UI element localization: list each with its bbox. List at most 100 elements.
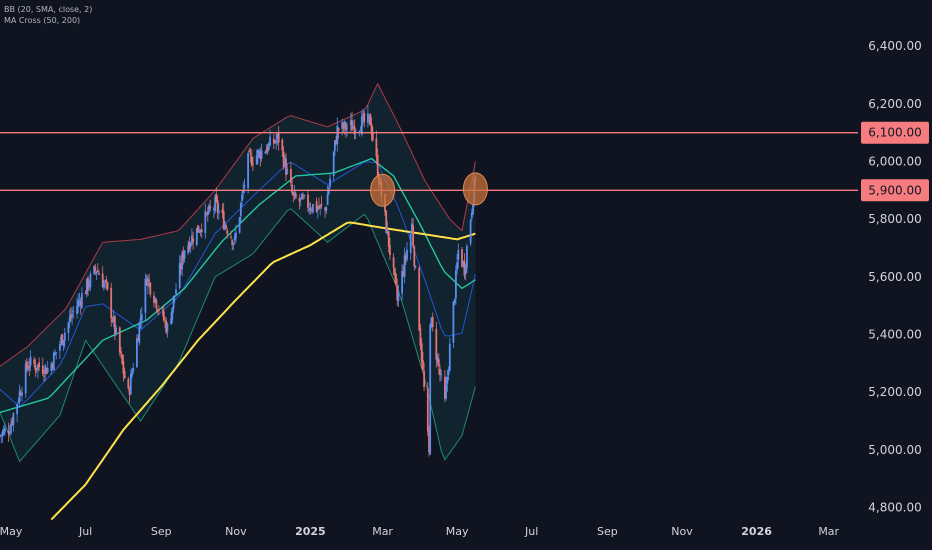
candle-body bbox=[87, 277, 89, 290]
candle-body bbox=[16, 404, 18, 415]
candle-body bbox=[470, 212, 473, 218]
x-tick-label: May bbox=[0, 525, 23, 538]
candle-body bbox=[29, 356, 32, 366]
candle-body bbox=[68, 317, 71, 323]
candle-body bbox=[332, 151, 335, 177]
x-tick-label: Mar bbox=[372, 525, 393, 538]
candle-body bbox=[409, 231, 412, 253]
candle-body bbox=[37, 364, 39, 371]
candle-body bbox=[123, 371, 126, 379]
candle-body bbox=[120, 351, 122, 354]
candle-body bbox=[463, 260, 466, 276]
y-tick-label: 5,000.00 bbox=[868, 443, 921, 457]
candle-body bbox=[200, 229, 203, 232]
candle-body bbox=[464, 266, 467, 274]
candle-body bbox=[411, 223, 413, 231]
candle-body bbox=[153, 295, 155, 303]
candle-body bbox=[258, 150, 260, 153]
candle-body bbox=[362, 114, 364, 118]
candle-body bbox=[283, 157, 286, 167]
candle-body bbox=[183, 250, 186, 259]
candle-body bbox=[337, 128, 340, 131]
candle-body bbox=[84, 293, 87, 295]
candle-body bbox=[445, 384, 447, 399]
candle-body bbox=[302, 196, 304, 198]
candle-body bbox=[294, 193, 297, 198]
candle-body bbox=[241, 194, 243, 201]
legend-bb[interactable]: BB (20, SMA, close, 2) bbox=[4, 5, 93, 14]
candle-body bbox=[248, 150, 251, 153]
candle-body bbox=[367, 113, 369, 123]
highlight-marker bbox=[370, 173, 396, 207]
candle-body bbox=[320, 203, 323, 207]
candle-body bbox=[266, 146, 269, 152]
candle-body bbox=[187, 244, 190, 254]
candle-body bbox=[118, 327, 121, 353]
ma200-line bbox=[50, 221, 476, 521]
candle-body bbox=[213, 208, 215, 211]
candle-body bbox=[60, 336, 62, 344]
candle-body bbox=[17, 401, 20, 403]
candle-body bbox=[324, 207, 326, 211]
candle-body bbox=[292, 192, 295, 196]
candle-body bbox=[290, 169, 292, 183]
candle-body bbox=[325, 207, 328, 211]
x-tick-label: 2026 bbox=[741, 525, 772, 538]
candle-body bbox=[343, 121, 346, 129]
horizontal-levels[interactable]: 6,100.00 5,900.00 bbox=[0, 121, 929, 202]
candle-body bbox=[423, 371, 425, 388]
bb-upper-line bbox=[0, 82, 476, 367]
candle-body bbox=[286, 169, 289, 174]
candle-body bbox=[285, 158, 287, 175]
candle-body bbox=[406, 249, 408, 260]
candle-body bbox=[145, 279, 148, 286]
candle-body bbox=[50, 363, 53, 371]
candle-body bbox=[27, 367, 29, 371]
candle-body bbox=[436, 357, 439, 363]
candle-body bbox=[351, 120, 353, 131]
level-label: 6,100.00 bbox=[868, 126, 921, 140]
candle-body bbox=[242, 189, 245, 194]
candle-body bbox=[165, 320, 168, 333]
candle-body bbox=[148, 279, 150, 282]
candle-body bbox=[268, 143, 270, 150]
candle-body bbox=[34, 364, 37, 371]
candle-body bbox=[136, 338, 138, 368]
candle-body bbox=[293, 192, 296, 196]
candle-body bbox=[81, 293, 83, 308]
candle-body bbox=[349, 120, 352, 126]
candle-body bbox=[275, 140, 278, 143]
y-tick-label: 6,200.00 bbox=[868, 97, 921, 111]
candle-body bbox=[85, 278, 88, 295]
candle-body bbox=[35, 367, 38, 370]
candle-body bbox=[222, 211, 225, 230]
candle-body bbox=[370, 123, 373, 135]
candle-body bbox=[472, 205, 474, 215]
legend-ma-cross[interactable]: MA Cross (50, 200) bbox=[4, 16, 81, 25]
x-tick-label: Mar bbox=[818, 525, 839, 538]
candle-body bbox=[346, 127, 348, 129]
candle-body bbox=[205, 213, 208, 215]
candle-body bbox=[435, 328, 438, 360]
candle-body bbox=[272, 138, 275, 144]
candle-body bbox=[0, 435, 3, 437]
candle-body bbox=[422, 360, 424, 370]
candle-body bbox=[197, 225, 199, 233]
moving-averages bbox=[0, 157, 476, 521]
highlight-marker bbox=[462, 172, 488, 206]
y-tick-label: 5,800.00 bbox=[868, 212, 921, 226]
candle-body bbox=[252, 163, 254, 165]
candle-body bbox=[447, 369, 450, 375]
time-axis[interactable]: May Jul Sep Nov 2025 Mar May Jul Sep Nov 2026 Mar bbox=[0, 525, 840, 538]
candle-body bbox=[462, 261, 465, 265]
price-axis[interactable]: 6,400.00 6,200.00 6,000.00 5,800.00 5,600.00… bbox=[868, 39, 921, 514]
candle-body bbox=[226, 230, 229, 235]
x-tick-label: Nov bbox=[225, 525, 247, 538]
candle-body bbox=[204, 210, 207, 233]
candle-body bbox=[198, 232, 201, 233]
candle-body bbox=[369, 113, 372, 126]
candle-body bbox=[115, 327, 117, 334]
candle-body bbox=[76, 306, 78, 314]
candle-body bbox=[360, 116, 363, 135]
